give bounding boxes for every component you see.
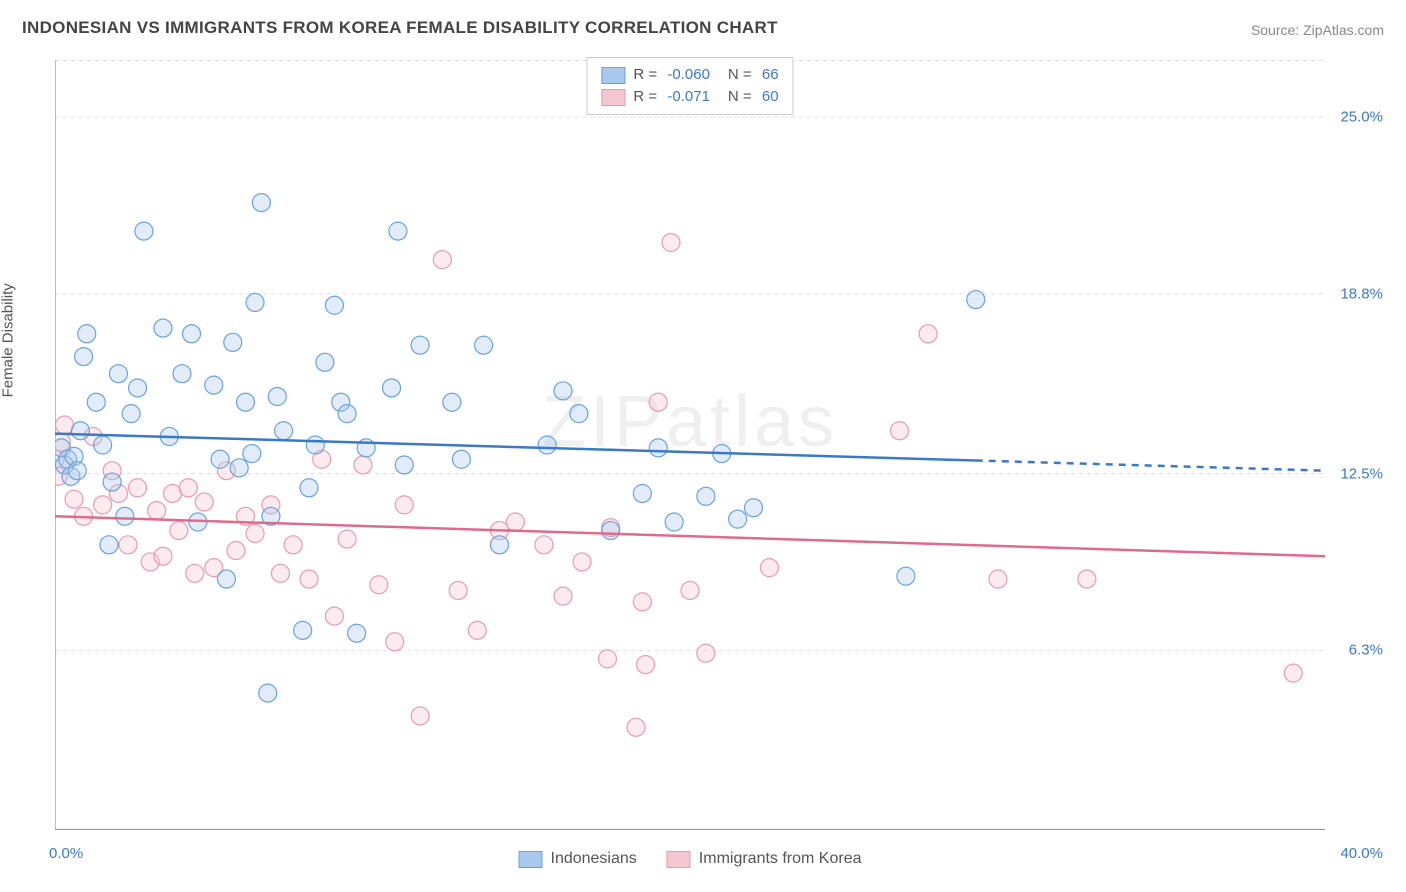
- chart-container: INDONESIAN VS IMMIGRANTS FROM KOREA FEMA…: [0, 0, 1406, 892]
- legend-row-0: R = -0.060 N = 66: [601, 64, 778, 86]
- legend-row-1: R = -0.071 N = 60: [601, 86, 778, 108]
- legend-swatch-0: [601, 67, 625, 84]
- y-tick-label: 12.5%: [1340, 465, 1383, 482]
- legend-r-value-0: -0.060: [667, 64, 710, 86]
- plot-area: ZIPatlas R = -0.060 N = 66 R = -0.071 N …: [55, 60, 1325, 830]
- legend-correlation: R = -0.060 N = 66 R = -0.071 N = 60: [586, 57, 793, 115]
- y-tick-label: 6.3%: [1349, 642, 1383, 659]
- legend-bottom-swatch-0: [518, 851, 542, 868]
- legend-bottom-swatch-1: [667, 851, 691, 868]
- legend-n-value-1: 60: [762, 86, 779, 108]
- source-prefix: Source:: [1251, 22, 1303, 38]
- y-axis-label: Female Disability: [0, 283, 17, 397]
- chart-title: INDONESIAN VS IMMIGRANTS FROM KOREA FEMA…: [22, 18, 778, 38]
- legend-r-value-1: -0.071: [667, 86, 710, 108]
- source-credit: Source: ZipAtlas.com: [1251, 22, 1384, 38]
- legend-bottom-label-1: Immigrants from Korea: [699, 850, 862, 868]
- x-max-label: 40.0%: [1340, 845, 1383, 862]
- legend-swatch-1: [601, 89, 625, 106]
- legend-r-label-1: R =: [633, 86, 659, 108]
- source-link[interactable]: ZipAtlas.com: [1303, 22, 1384, 38]
- legend-series: Indonesians Immigrants from Korea: [518, 850, 861, 868]
- legend-n-label-1: N =: [728, 86, 754, 108]
- legend-item-1: Immigrants from Korea: [667, 850, 862, 868]
- x-min-label: 0.0%: [49, 845, 83, 862]
- legend-item-0: Indonesians: [518, 850, 636, 868]
- legend-n-label-0: N =: [728, 64, 754, 86]
- chart-svg: [55, 60, 1325, 830]
- legend-r-label-0: R =: [633, 64, 659, 86]
- y-tick-label: 18.8%: [1340, 285, 1383, 302]
- legend-bottom-label-0: Indonesians: [550, 850, 636, 868]
- y-tick-label: 25.0%: [1340, 109, 1383, 126]
- legend-n-value-0: 66: [762, 64, 779, 86]
